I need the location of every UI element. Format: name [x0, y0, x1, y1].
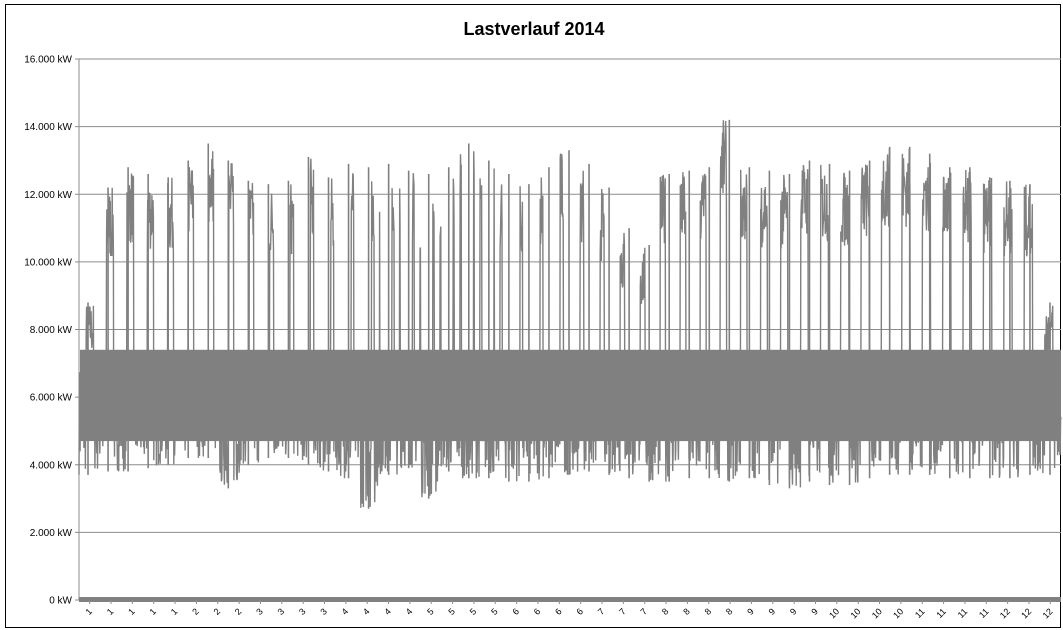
y-tick-label: 2.000 kW — [30, 528, 73, 539]
series-load — [78, 119, 1062, 509]
x-tick-label: 10 — [848, 606, 862, 620]
x-tick-label: 1 — [105, 606, 116, 617]
x-tick-label: 1 — [148, 606, 159, 617]
x-axis: 1 1 1 1 1 2 2 2 3 3 3 3 4 4 4 4 5 5 5 5 6 6 6 6 7 7 7 8 8 8 8 9 9 9 9 10 10 1… — [79, 597, 1061, 620]
y-axis-ticks: 0 kW 2.000 kW 4.000 kW 6.000 kW 8.000 kW 10.0… — [24, 55, 80, 607]
y-tick-label: 12.000 kW — [24, 190, 72, 201]
x-tick-label: 5 — [446, 606, 457, 617]
x-tick-label: 7 — [596, 606, 607, 617]
gridlines — [79, 58, 1061, 601]
x-tick-label: 6 — [574, 606, 585, 617]
x-tick-label: 5 — [468, 606, 479, 617]
x-tick-label: 7 — [639, 606, 650, 617]
x-tick-label: 5 — [489, 606, 500, 617]
x-tick-label: 12 — [1019, 606, 1033, 620]
x-tick-label: 9 — [745, 606, 756, 617]
x-tick-label: 11 — [934, 606, 948, 620]
x-tick-label: 3 — [318, 606, 329, 617]
x-tick-label: 2 — [190, 606, 201, 617]
x-tick-label: 6 — [553, 606, 564, 617]
x-tick-label: 10 — [870, 606, 884, 620]
y-tick-label: 14.000 kW — [24, 122, 72, 133]
x-tick-label: 10 — [891, 606, 905, 620]
x-tick-label: 11 — [956, 606, 970, 620]
x-tick-label: 9 — [809, 606, 820, 617]
x-tick-label: 8 — [681, 606, 692, 617]
x-tick-label: 1 — [83, 606, 94, 617]
x-tick-label: 8 — [703, 606, 714, 617]
chart-area: Lastverlauf 2014 — [5, 4, 1061, 628]
series-line — [78, 120, 1062, 508]
x-axis-line — [79, 597, 1061, 602]
x-tick-label: 11 — [913, 606, 927, 620]
x-tick-label: 4 — [340, 606, 351, 617]
y-tick-label: 8.000 kW — [30, 325, 73, 336]
x-tick-label: 7 — [617, 606, 628, 617]
x-tick-label: 9 — [788, 606, 799, 617]
x-tick-label: 1 — [126, 606, 137, 617]
y-tick-label: 0 kW — [49, 596, 72, 607]
x-tick-label: 5 — [425, 606, 436, 617]
x-tick-label: 9 — [767, 606, 778, 617]
x-tick-label: 3 — [297, 606, 308, 617]
x-tick-label: 6 — [532, 606, 543, 617]
x-tick-label: 8 — [660, 606, 671, 617]
x-tick-label: 2 — [212, 606, 223, 617]
x-tick-label: 2 — [233, 606, 244, 617]
x-tick-label: 10 — [827, 606, 841, 620]
y-tick-label: 6.000 kW — [30, 393, 73, 404]
x-tick-label: 11 — [977, 606, 991, 620]
x-tick-label: 12 — [998, 606, 1012, 620]
x-tick-label: 3 — [276, 606, 287, 617]
y-tick-label: 4.000 kW — [30, 460, 73, 471]
y-tick-label: 16.000 kW — [24, 55, 72, 66]
chart-title: Lastverlauf 2014 — [463, 19, 605, 39]
x-tick-label: 12 — [1041, 606, 1055, 620]
x-tick-label: 4 — [404, 606, 415, 617]
x-tick-label: 8 — [724, 606, 735, 617]
x-tick-label: 1 — [169, 606, 180, 617]
x-tick-label: 4 — [382, 606, 393, 617]
y-tick-label: 10.000 kW — [24, 257, 72, 268]
x-tick-label: 6 — [510, 606, 521, 617]
x-tick-label: 3 — [254, 606, 265, 617]
x-tick-label: 4 — [361, 606, 372, 617]
